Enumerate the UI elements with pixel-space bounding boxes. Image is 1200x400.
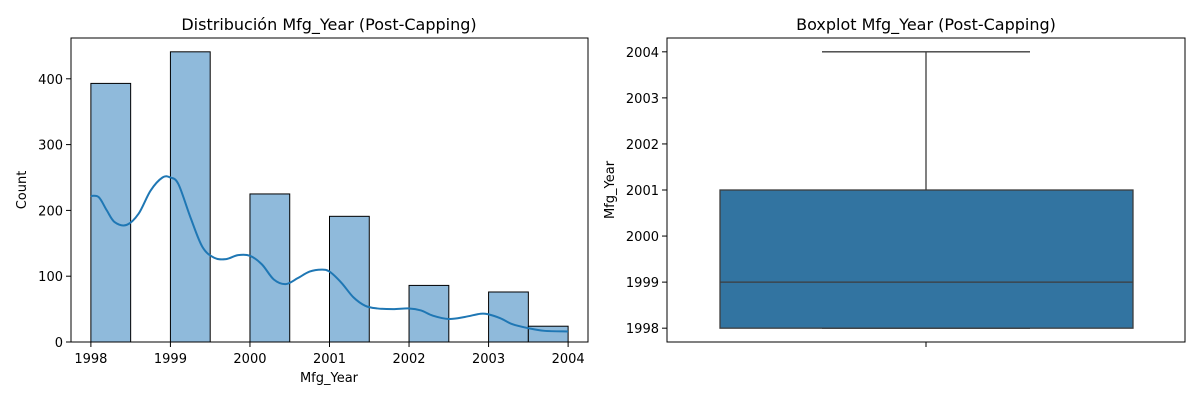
boxplot-y-tick-label-1999: 1999 (626, 276, 659, 291)
histogram-bar-2 (250, 194, 290, 342)
histogram-title: Distribución Mfg_Year (Post-Capping) (181, 15, 476, 35)
boxplot-y-tick-label-2000: 2000 (626, 230, 659, 245)
boxplot-panel: Boxplot Mfg_Year (Post-Capping) 1998 1999… (603, 15, 1185, 347)
boxplot-y-axis-label: Mfg_Year (603, 160, 618, 219)
histogram-y-ticks: 0 100 200 300 400 (38, 73, 71, 351)
histogram-x-tick-label-2004: 2004 (552, 352, 585, 367)
histogram-x-tick-label-1998: 1998 (74, 352, 107, 367)
boxplot-y-tick-label-2003: 2003 (626, 92, 659, 107)
histogram-x-tick-label-2000: 2000 (233, 352, 266, 367)
histogram-x-tick-label-2001: 2001 (313, 352, 346, 367)
histogram-y-axis-label: Count (15, 171, 30, 210)
histogram-y-tick-label-200: 200 (38, 204, 63, 219)
box-iqr (720, 190, 1133, 328)
boxplot-y-ticks: 1998 1999 2000 2001 2002 2003 2004 (626, 46, 667, 337)
histogram-bar-3 (330, 216, 370, 342)
histogram-x-tick-label-2003: 2003 (472, 352, 505, 367)
histogram-x-ticks: 1998 1999 2000 2001 2002 2003 2004 (74, 342, 584, 367)
histogram-y-tick-label-0: 0 (55, 336, 63, 351)
histogram-x-axis-label: Mfg_Year (300, 371, 359, 386)
boxplot-group (720, 52, 1133, 328)
histogram-y-tick-label-100: 100 (38, 270, 63, 285)
histogram-panel: Distribución Mfg_Year (Post-Capping) 199… (15, 15, 588, 386)
boxplot-y-tick-label-1998: 1998 (626, 322, 659, 337)
histogram-bars (91, 52, 568, 342)
histogram-y-tick-label-400: 400 (38, 73, 63, 88)
boxplot-y-tick-label-2001: 2001 (626, 184, 659, 199)
boxplot-y-tick-label-2002: 2002 (626, 138, 659, 153)
boxplot-title: Boxplot Mfg_Year (Post-Capping) (796, 15, 1056, 35)
histogram-x-tick-label-1999: 1999 (154, 352, 187, 367)
boxplot-y-tick-label-2004: 2004 (626, 46, 659, 61)
histogram-x-tick-label-2002: 2002 (392, 352, 425, 367)
histogram-bar-0 (91, 83, 131, 342)
histogram-bar-1 (170, 52, 210, 342)
histogram-y-tick-label-300: 300 (38, 139, 63, 154)
